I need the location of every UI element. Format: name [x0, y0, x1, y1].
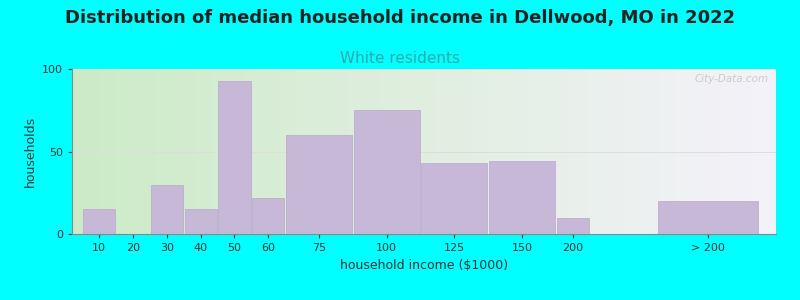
- Bar: [557, 218, 589, 234]
- Bar: [185, 209, 217, 234]
- Bar: [83, 209, 115, 234]
- Bar: [150, 184, 183, 234]
- Y-axis label: households: households: [23, 116, 37, 187]
- Text: Distribution of median household income in Dellwood, MO in 2022: Distribution of median household income …: [65, 9, 735, 27]
- Bar: [489, 161, 555, 234]
- Bar: [218, 80, 250, 234]
- Bar: [252, 198, 284, 234]
- Bar: [354, 110, 420, 234]
- Text: White residents: White residents: [340, 51, 460, 66]
- Bar: [658, 201, 758, 234]
- Bar: [422, 163, 487, 234]
- Text: City-Data.com: City-Data.com: [695, 74, 769, 84]
- X-axis label: household income ($1000): household income ($1000): [340, 259, 508, 272]
- Bar: [286, 135, 352, 234]
